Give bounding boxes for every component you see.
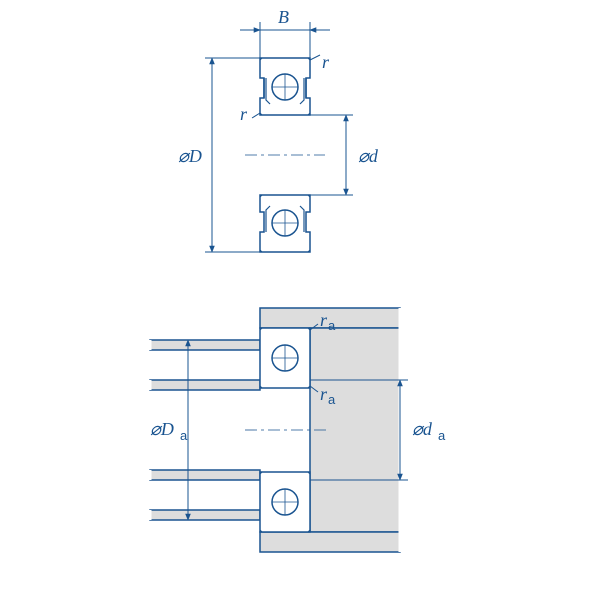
label-D: ⌀D <box>178 146 202 166</box>
label-da-sub: a <box>438 428 446 443</box>
dimension-Da: ⌀D a <box>150 340 260 520</box>
top-bearing-section: B r r <box>178 7 379 252</box>
lower-bearing-half <box>260 195 310 252</box>
label-Da: ⌀D <box>150 419 174 439</box>
label-ra-top: r <box>320 310 328 330</box>
label-r-top: r <box>322 52 330 72</box>
label-ra-mid: r <box>320 384 328 404</box>
leader-r-left <box>252 113 260 118</box>
label-d: ⌀d <box>358 146 379 166</box>
label-ra-top-sub: a <box>328 318 336 333</box>
label-Da-sub: a <box>180 428 188 443</box>
dimension-B: B <box>240 7 330 58</box>
bottom-bearing-mounted: r a r a ⌀D a <box>150 308 446 552</box>
lower-bearing-mounted <box>260 472 310 532</box>
upper-bearing-mounted <box>260 328 310 388</box>
label-da: ⌀d <box>412 419 433 439</box>
label-B: B <box>278 7 289 27</box>
leader-r-top <box>310 55 320 60</box>
upper-bearing-half <box>260 58 310 115</box>
label-r-left: r <box>240 104 248 124</box>
label-ra-mid-sub: a <box>328 392 336 407</box>
